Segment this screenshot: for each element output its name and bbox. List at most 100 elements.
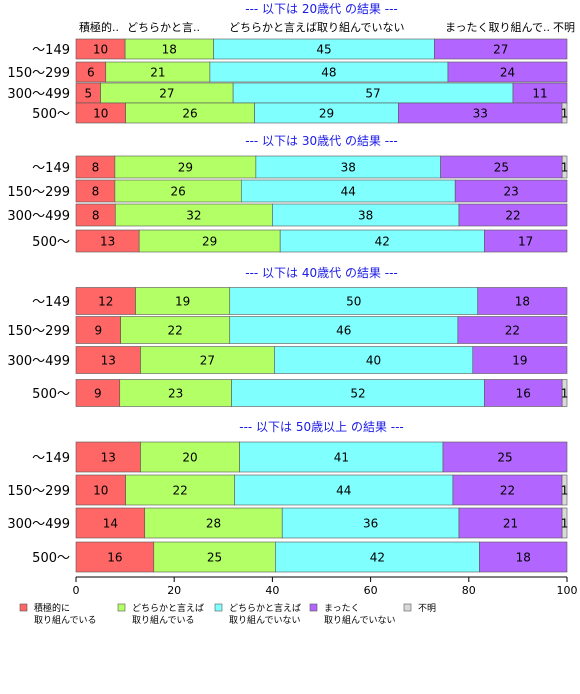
data-label: 6 [87, 66, 95, 80]
data-label: 10 [93, 484, 108, 498]
data-label: 50 [346, 295, 361, 309]
data-label: 19 [512, 354, 527, 368]
column-header: 不明 [553, 21, 575, 34]
data-label: 16 [107, 551, 122, 565]
bar-segment [239, 441, 444, 473]
category-label: 〜149 [32, 43, 70, 58]
data-label: 1 [561, 517, 569, 531]
category-label: 〜149 [32, 451, 70, 466]
data-label: 13 [101, 354, 116, 368]
category-label: 150〜299 [7, 484, 70, 499]
bar-segment [125, 474, 236, 506]
bar-segment [231, 379, 485, 407]
bar-segment [75, 346, 141, 374]
data-label: 8 [92, 161, 100, 175]
category-label: 300〜499 [7, 354, 70, 369]
legend-swatch [403, 603, 412, 612]
category-label: 300〜499 [7, 87, 70, 102]
panel-title: --- 以下は 50歳以上 の結果 --- [239, 420, 404, 434]
category-label: 150〜299 [7, 66, 70, 81]
data-label: 8 [92, 209, 100, 223]
data-label: 21 [150, 66, 165, 80]
bar-segment [75, 379, 121, 407]
data-label: 29 [202, 235, 217, 249]
data-label: 18 [516, 551, 531, 565]
bar-segment [75, 541, 155, 573]
data-label: 1 [561, 107, 569, 121]
bar-segment [75, 474, 126, 506]
legend-swatch [309, 603, 318, 612]
category-label: 〜149 [32, 295, 70, 310]
bar-segment [275, 541, 480, 573]
data-label: 42 [375, 235, 390, 249]
x-tick-label: 100 [557, 584, 578, 597]
data-label: 25 [207, 551, 222, 565]
bar-segment [442, 441, 568, 473]
legend-label: 積極的に取り組んでいる [34, 602, 97, 626]
data-label: 20 [182, 451, 197, 465]
bar-segment [140, 346, 275, 374]
data-label: 18 [515, 295, 530, 309]
data-label: 36 [363, 517, 378, 531]
data-label: 27 [200, 354, 215, 368]
bar-segment [561, 507, 568, 539]
data-label: 38 [341, 161, 356, 175]
data-label: 22 [168, 324, 183, 338]
data-label: 24 [500, 66, 515, 80]
data-label: 57 [365, 87, 380, 101]
data-label: 40 [366, 354, 381, 368]
bar-segment [472, 346, 568, 374]
x-tick-label: 40 [265, 584, 279, 597]
data-label: 25 [497, 451, 512, 465]
bar-segment [135, 287, 231, 315]
data-label: 32 [186, 209, 201, 223]
data-label: 28 [206, 517, 221, 531]
data-label: 29 [178, 161, 193, 175]
category-label: 150〜299 [7, 324, 70, 339]
column-header: どちらかと言.. [127, 21, 200, 34]
bar-segment [561, 155, 568, 179]
x-tick-label: 60 [364, 584, 378, 597]
legend-swatch [214, 603, 223, 612]
column-header: 積極的.. [79, 20, 119, 34]
bar-segment [458, 203, 568, 227]
data-label: 1 [561, 484, 569, 498]
bar-segment [120, 316, 231, 344]
data-label: 8 [92, 185, 100, 199]
data-label: 22 [500, 484, 515, 498]
bar-segment [561, 102, 568, 124]
category-label: 500〜 [32, 551, 70, 566]
data-label: 23 [503, 185, 518, 199]
bar-segment [281, 507, 460, 539]
data-label: 46 [336, 324, 351, 338]
data-label: 19 [175, 295, 190, 309]
bar-segment [119, 379, 232, 407]
category-label: 〜149 [32, 161, 70, 176]
data-label: 33 [473, 107, 488, 121]
data-label: 42 [370, 551, 385, 565]
bar-segment [75, 441, 141, 473]
bar-segment [484, 379, 563, 407]
category-label: 150〜299 [7, 185, 70, 200]
data-label: 22 [173, 484, 188, 498]
bar-segment [75, 316, 121, 344]
data-label: 9 [94, 387, 102, 401]
data-label: 11 [532, 87, 547, 101]
bar-segment [457, 316, 568, 344]
data-label: 52 [350, 387, 365, 401]
panel-title: --- 以下は 30歳代 の結果 --- [245, 134, 398, 148]
data-label: 27 [159, 87, 174, 101]
data-label: 17 [518, 235, 533, 249]
data-label: 13 [101, 451, 116, 465]
data-label: 48 [321, 66, 336, 80]
panel-title: --- 以下は 20歳代 の結果 --- [245, 2, 398, 16]
bar-segment [561, 474, 568, 506]
data-label: 38 [358, 209, 373, 223]
data-label: 14 [103, 517, 118, 531]
bar-segment [484, 229, 568, 253]
data-label: 41 [334, 451, 349, 465]
category-label: 300〜499 [7, 517, 70, 532]
bar-segment [144, 507, 283, 539]
data-label: 27 [493, 43, 508, 57]
